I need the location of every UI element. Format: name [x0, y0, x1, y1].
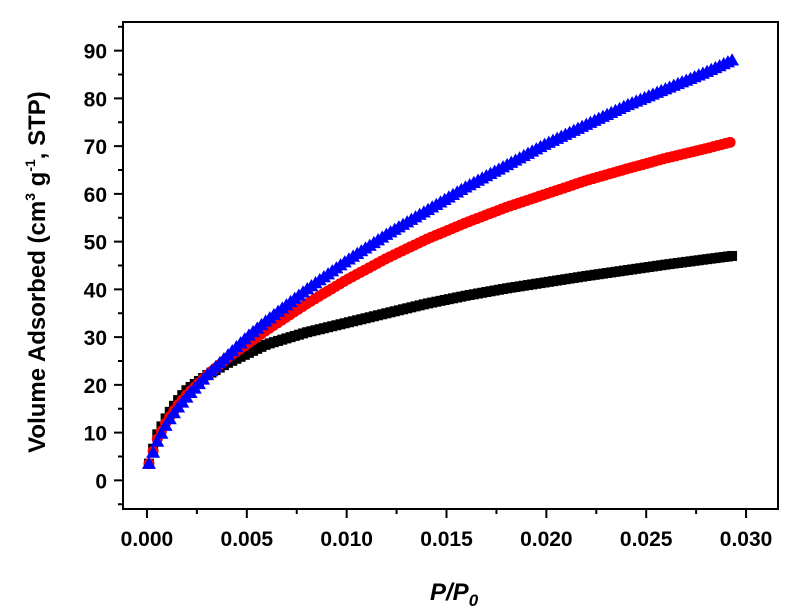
x-tick-label: 0.015: [420, 528, 473, 551]
y-tick-label: 40: [84, 279, 107, 302]
data-point: [158, 418, 173, 431]
y-tick-label: 30: [84, 327, 107, 350]
x-tick-label: 0.030: [720, 528, 773, 551]
data-point: [727, 250, 738, 261]
data-point: [150, 434, 165, 447]
data-point: [154, 426, 169, 439]
y-tick-label: 0: [95, 470, 107, 493]
data-point: [141, 456, 156, 469]
data-point: [146, 445, 161, 458]
x-tick-label: 0.005: [221, 528, 274, 551]
y-tick-label: 50: [84, 232, 107, 255]
y-axis-title: Volume Adsorbed (cm3 g-1, STP): [22, 91, 51, 453]
y-tick-label: 10: [84, 423, 107, 446]
x-tick-label: 0.000: [121, 528, 174, 551]
y-tick-label: 80: [84, 88, 107, 111]
data-point: [725, 53, 740, 66]
axis-ticks: 0.000 0.005 0.010 0.015 0.020 0.025 0.030 0 10 20…: [84, 25, 773, 551]
x-axis-title-subscript: 0: [469, 591, 479, 607]
x-tick-label: 0.010: [320, 528, 373, 551]
y-tick-label: 90: [84, 41, 107, 64]
x-tick-label: 0.020: [520, 528, 573, 551]
y-tick-label: 20: [84, 375, 107, 398]
series-triangle: [141, 53, 740, 469]
series-layer: [141, 53, 740, 470]
y-tick-label: 60: [84, 184, 107, 207]
x-tick-label: 0.025: [620, 528, 673, 551]
x-axis-title: P/P0: [430, 579, 479, 607]
data-point: [724, 136, 736, 148]
y-tick-label: 70: [84, 136, 107, 159]
